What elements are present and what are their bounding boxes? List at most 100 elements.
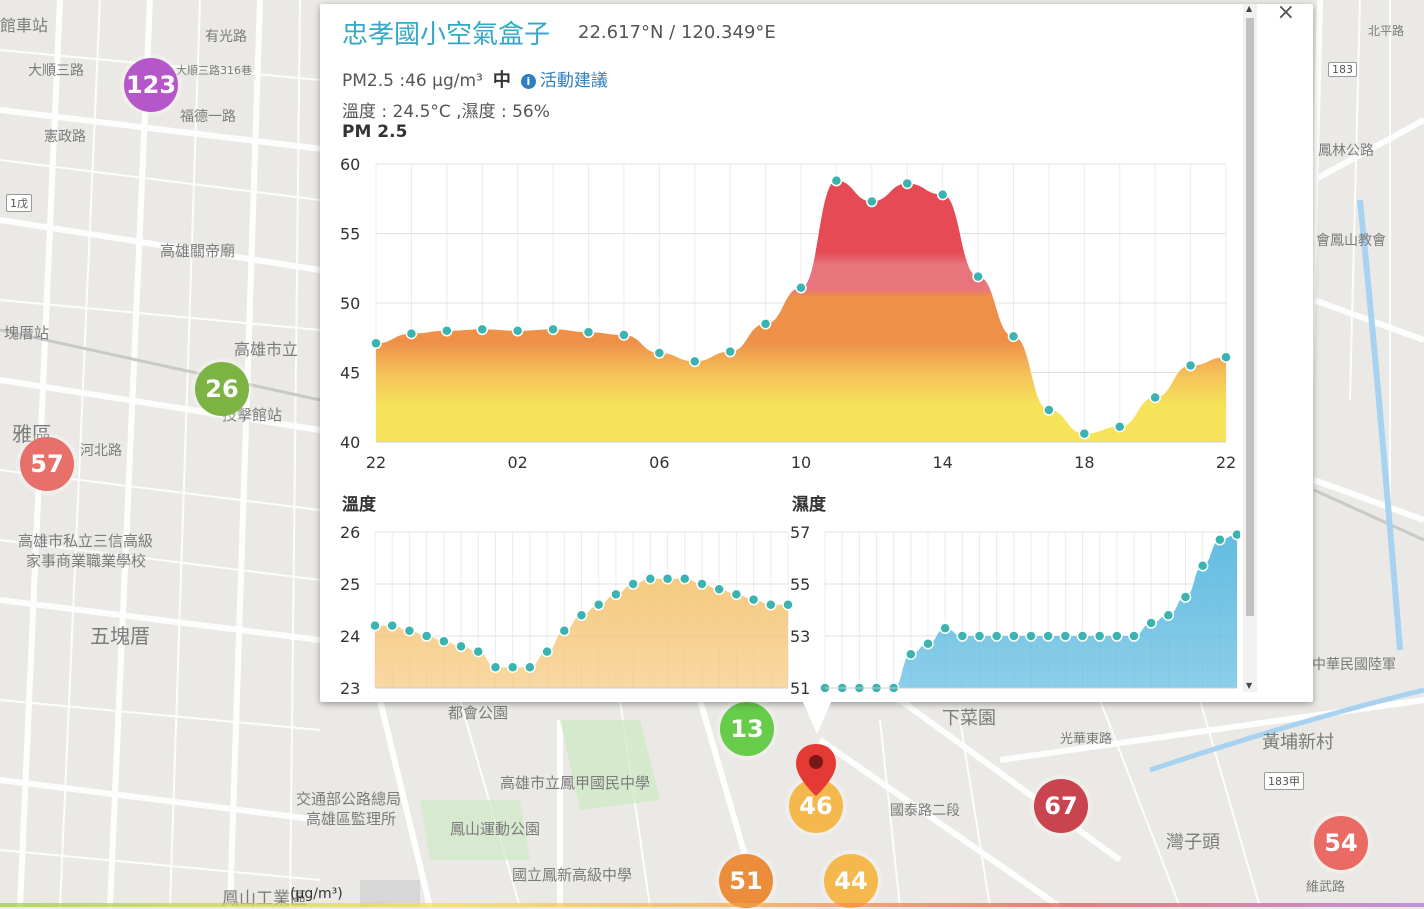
data-point [1059,630,1072,642]
aqi-station-marker[interactable]: 26 [195,362,249,416]
map-label: 大順三路316巷 [176,64,252,77]
data-point [1179,591,1192,603]
road-shield: 183 [1328,62,1357,77]
data-point [575,609,588,621]
data-point [1128,630,1140,642]
data-point [795,281,807,294]
data-point [441,325,453,337]
data-point [1042,630,1054,642]
pm25-chart-title: PM 2.5 [342,122,408,142]
data-point [1093,630,1106,642]
data-point [730,588,743,601]
data-point [369,619,381,632]
data-point [476,323,488,336]
data-point [405,327,418,340]
aqi-station-marker[interactable]: 54 [1314,816,1368,870]
data-point [547,323,559,336]
y-tick-label: 55 [790,575,810,594]
y-tick-label: 51 [790,679,810,698]
data-point [1043,404,1055,416]
data-point [972,270,984,283]
map-label: 塊厝站 [4,324,50,342]
info-icon[interactable]: i [520,74,536,89]
aqi-station-marker[interactable]: 51 [719,854,773,908]
data-point [644,573,657,585]
data-point [1220,351,1232,363]
data-point [618,329,630,341]
x-tick-label: 14 [932,453,952,472]
map-label: 交通部公路總局 [296,790,402,808]
map-label: 鳳林公路 [1318,143,1374,159]
data-point [610,588,622,601]
map-label: 憲政路 [44,129,86,145]
aqi-station-marker[interactable]: 123 [124,58,178,112]
series-area [825,534,1237,688]
map-label: 國立鳳新高級中學 [512,866,633,884]
map-label: 北平路 [1368,24,1405,38]
map-label: 維武路 [1306,880,1346,895]
humidity-chart-title: 濕度 [792,495,826,515]
data-point [696,578,708,590]
close-icon[interactable]: × [1276,0,1295,25]
y-tick-label: 23 [340,679,360,698]
data-point [713,583,725,595]
y-tick-label: 57 [790,523,810,542]
scroll-thumb[interactable] [1246,18,1254,616]
map-label: 中華民國陸軍 [1312,657,1396,673]
station-info-popup: 忠孝國小空氣盒子 22.617°N / 120.349°E PM2.5 :46 … [320,0,1313,702]
x-tick-label: 10 [791,453,811,472]
data-point [1196,560,1209,572]
data-point [472,645,484,658]
map-label: 有光路 [205,29,247,45]
scroll-up-icon[interactable]: ▲ [1246,4,1253,13]
data-point [438,635,450,647]
aqi-station-marker[interactable]: 57 [20,437,74,491]
y-tick-label: 50 [340,294,360,313]
x-tick-label: 18 [1074,453,1094,472]
map-label: 灣子頭 [1166,832,1220,853]
aqi-station-marker[interactable]: 13 [720,702,774,756]
data-point [1008,630,1020,642]
popup-scrollbar[interactable]: ▲ ▼ [1243,4,1257,692]
data-point [541,645,553,658]
humidity-chart: 51 53 55 57 [790,523,1240,698]
map-label: 光華東路 [1060,732,1113,747]
data-point [1162,609,1175,621]
x-tick-label: 22 [366,453,386,472]
data-point [830,174,843,187]
map-label: 高雄市立鳳甲國民中學 [500,774,651,792]
data-point [524,661,536,673]
map-label: 大順三路 [28,63,84,79]
aqi-station-marker[interactable]: 67 [1034,779,1088,833]
map-label: 福德一路 [180,109,236,125]
data-point [973,630,986,642]
series-area [375,578,788,688]
map-label: 五塊厝 [90,624,150,648]
aqi-station-marker[interactable]: 44 [824,854,878,908]
map-label: 下菜園 [942,708,996,729]
data-point [1231,528,1240,541]
pm25-value: PM2.5 :46 μg/m³ [342,71,483,91]
map-label: 河北路 [80,443,122,459]
scroll-down-icon[interactable]: ▼ [1246,681,1253,690]
data-point [1184,359,1197,372]
pm25-chart: 40 45 50 55 60 22 02 06 10 14 18 22 [340,155,1236,472]
y-tick-label: 26 [340,523,360,542]
y-tick-label: 45 [340,364,360,383]
data-point [592,599,605,611]
data-point [747,593,760,606]
y-tick-label: 53 [790,627,810,646]
data-point [936,188,949,201]
activity-advice-link[interactable]: 活動建議 [539,71,608,91]
data-point [724,345,736,358]
data-point [1007,330,1020,343]
road-shield: 1戊 [6,194,32,212]
data-point [866,195,878,208]
map-label: 家事商業職業學校 [26,552,147,570]
map-label: 高雄區監理所 [306,810,397,828]
map-label: 館車站 [0,16,49,35]
station-name[interactable]: 忠孝國小空氣盒子 [342,20,551,50]
data-point [990,630,1003,642]
data-point [1214,534,1226,546]
location-pin-icon[interactable] [796,744,836,796]
